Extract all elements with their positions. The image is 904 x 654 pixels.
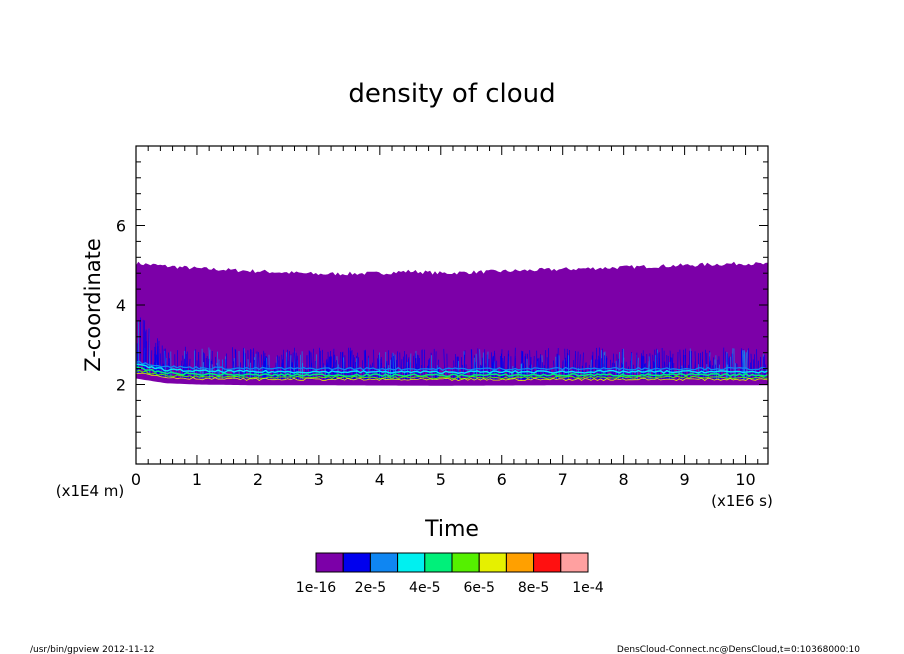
blue-streak: [154, 346, 156, 376]
blue-streak: [610, 359, 612, 380]
colorbar-cell: [315, 552, 344, 573]
y-tick-labels: 2 4 6: [116, 217, 126, 395]
blue-streak: [404, 350, 406, 380]
blue-streak: [471, 349, 473, 380]
blue-streak: [414, 353, 417, 380]
blue-streak: [553, 360, 555, 380]
y-tick-label: 2: [116, 376, 126, 395]
colorbar-label: 6e-5: [463, 580, 494, 596]
blue-streak: [636, 352, 638, 380]
blue-streak: [599, 347, 601, 380]
blue-streak: [336, 360, 338, 380]
colorbar-cell: [397, 552, 426, 573]
density-contour: [136, 372, 768, 382]
y-unit-label: (x1E4 m): [56, 482, 125, 500]
blue-streak: [648, 356, 651, 380]
colorbar: [315, 552, 589, 573]
x-tick-label: 8: [619, 470, 629, 489]
density-contour: [136, 366, 768, 378]
footer-left: /usr/bin/gpview 2012-11-12: [30, 645, 154, 654]
x-tick-label: 1: [192, 470, 202, 489]
blue-streak: [524, 368, 527, 380]
colorbar-label: 8e-5: [518, 580, 549, 596]
colorbar-label: 2e-5: [355, 580, 386, 596]
blue-streak: [488, 358, 490, 380]
density-contour: [136, 369, 768, 380]
blue-streak: [387, 350, 390, 380]
blue-streak: [491, 361, 493, 380]
blue-streak: [254, 359, 256, 380]
blue-streak: [214, 356, 216, 379]
blue-streak: [756, 349, 758, 380]
blue-streak: [144, 331, 147, 375]
blue-streak: [349, 347, 351, 380]
colorbar-labels: 1e-16 2e-5 4e-5 6e-5 8e-5 1e-4: [296, 580, 604, 596]
density-contour: [136, 360, 768, 371]
blue-streak: [701, 359, 703, 380]
footer-right: DensCloud-Connect.nc@DensCloud,t=0:10368…: [617, 645, 860, 654]
blue-streak: [258, 352, 260, 380]
blue-streak: [492, 355, 494, 380]
colorbar-cell: [478, 552, 507, 573]
blue-streak: [232, 361, 234, 380]
x-tick-label: 9: [680, 470, 690, 489]
colorbar-label: 1e-16: [296, 580, 336, 596]
x-axis-label: Time: [424, 517, 479, 542]
axis-ticks: [135, 146, 768, 464]
y-tick-label: 6: [116, 217, 126, 236]
x-tick-label: 0: [131, 470, 141, 489]
colorbar-cell: [451, 552, 480, 573]
colorbar-cell: [505, 552, 535, 573]
blue-streak: [713, 357, 715, 380]
blue-streak: [514, 347, 516, 380]
colorbar-cell: [369, 552, 399, 573]
x-tick-label: 2: [253, 470, 263, 489]
x-tick-label: 6: [497, 470, 507, 489]
blue-streak: [165, 348, 167, 378]
x-tick-label: 10: [735, 470, 755, 489]
blue-streak: [390, 364, 393, 380]
blue-streak: [409, 362, 411, 380]
x-unit-label: (x1E6 s): [711, 492, 773, 510]
cloud-density-field: [136, 261, 768, 386]
blue-streak: [153, 358, 156, 376]
blue-streak: [503, 356, 505, 380]
colorbar-cell: [533, 552, 562, 573]
x-tick-label: 3: [314, 470, 324, 489]
blue-streak: [671, 353, 674, 380]
blue-streak: [412, 355, 415, 380]
blue-streak: [618, 351, 620, 380]
cloud-body: [136, 261, 768, 386]
blue-streak: [605, 355, 607, 380]
blue-streak: [443, 348, 446, 380]
blue-streak: [393, 355, 395, 380]
blue-streak: [274, 367, 276, 380]
colorbar-cell: [342, 552, 371, 573]
blue-streak: [283, 349, 285, 380]
blue-streak: [196, 360, 199, 379]
chart-title: density of cloud: [348, 79, 555, 109]
colorbar-cell: [424, 552, 453, 573]
density-contour: [136, 363, 768, 375]
x-tick-label: 7: [558, 470, 568, 489]
high-density-layers: [136, 360, 768, 382]
colorbar-label: 4e-5: [409, 580, 440, 596]
blue-streak: [430, 355, 433, 380]
blue-streak: [543, 365, 546, 380]
x-tick-label: 4: [375, 470, 385, 489]
y-axis-label: Z-coordinate: [81, 238, 105, 372]
blue-streak: [150, 350, 153, 376]
colorbar-cell: [560, 552, 589, 573]
y-tick-label: 4: [116, 296, 126, 315]
blue-streak: [715, 355, 717, 380]
x-tick-label: 5: [436, 470, 446, 489]
colorbar-label: 1e-4: [572, 580, 604, 596]
plot-area: [136, 261, 768, 386]
blue-streak: [656, 348, 658, 380]
blue-streak: [234, 348, 237, 380]
blue-streak: [217, 351, 219, 379]
x-tick-labels: 0 1 2 3 4 5 6 7 8 9 10: [131, 470, 756, 489]
